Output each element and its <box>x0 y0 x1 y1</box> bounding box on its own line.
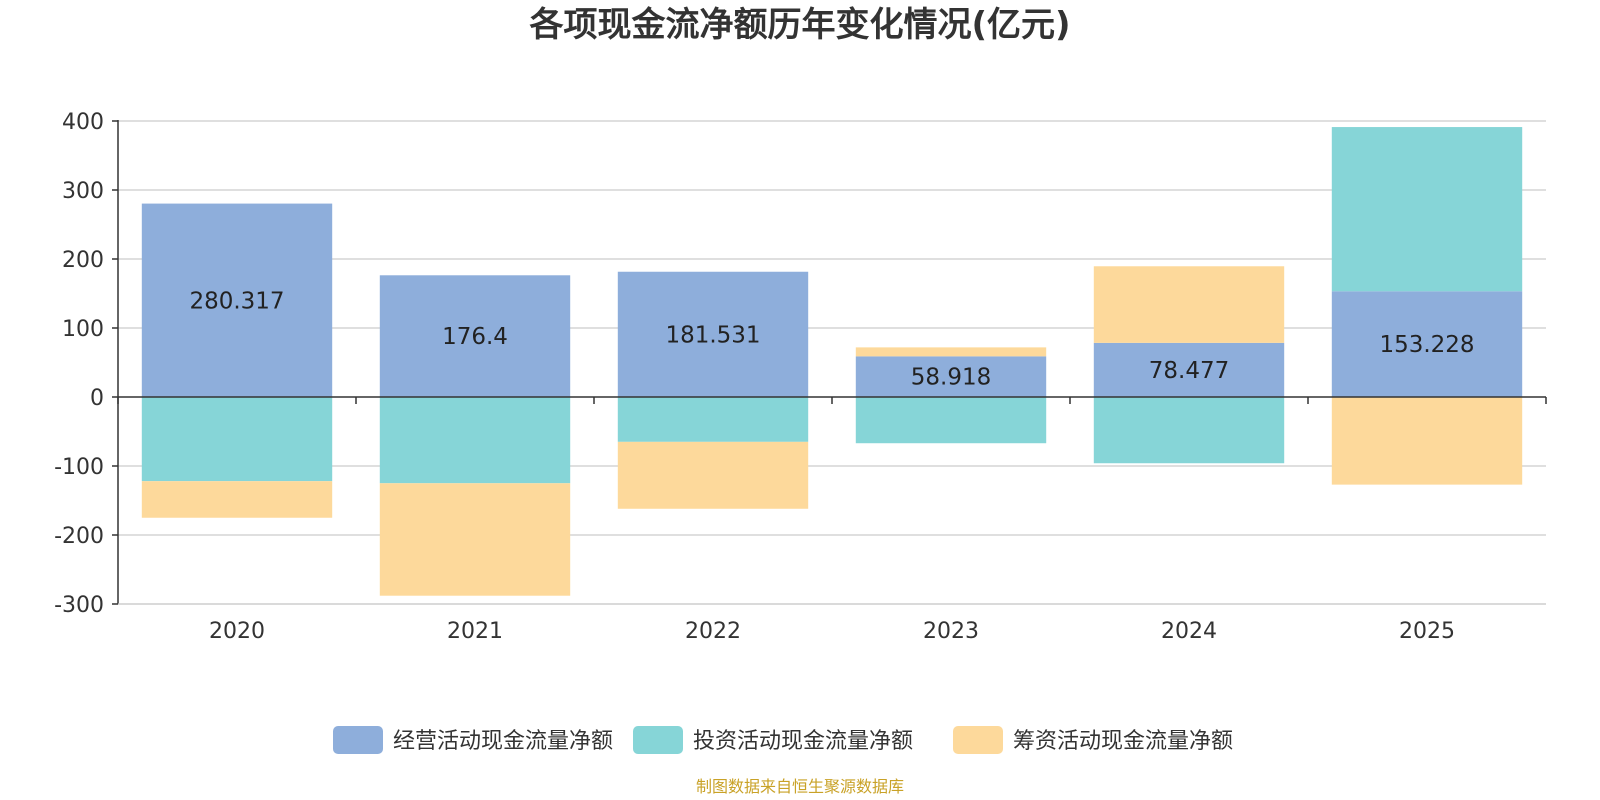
legend-label: 筹资活动现金流量净额 <box>1013 729 1233 754</box>
x-tick-label: 2023 <box>923 619 979 644</box>
y-axis: 400 300 200 100 0 -100 -200 -300 <box>54 110 119 618</box>
legend-swatch <box>953 726 1003 754</box>
bar-segment <box>141 481 333 518</box>
bar-segment <box>379 275 571 397</box>
bar-segment <box>1093 266 1285 343</box>
legend-swatch <box>333 726 383 754</box>
data-label: 176.4 <box>442 324 508 350</box>
bar-segment <box>855 347 1047 357</box>
data-labels: 280.317 176.4 181.531 58.918 78.477 153.228 <box>189 288 1474 390</box>
x-axis: 2020 2021 2022 2023 2024 2025 <box>117 396 1547 644</box>
bar-segment <box>617 441 809 509</box>
y-tick-label: 0 <box>90 386 104 411</box>
y-tick-label: 400 <box>62 110 104 135</box>
bar-segment <box>855 397 1047 444</box>
bar-segment <box>617 271 809 397</box>
bar-segment <box>855 356 1047 397</box>
bars <box>141 127 1523 596</box>
legend-swatch <box>633 726 683 754</box>
data-label: 153.228 <box>1379 332 1474 358</box>
bar-segment <box>1331 291 1523 397</box>
y-tick-label: -300 <box>54 593 104 618</box>
bar-segment <box>617 397 809 442</box>
y-tick-label: 200 <box>62 248 104 273</box>
data-label: 58.918 <box>911 365 991 391</box>
y-tick-label: 300 <box>62 179 104 204</box>
bar-segment <box>141 397 333 482</box>
bar-segment <box>1331 397 1523 485</box>
data-label: 78.477 <box>1149 358 1229 384</box>
x-tick-label: 2024 <box>1161 619 1217 644</box>
source-note: 制图数据来自恒生聚源数据库 <box>696 777 904 796</box>
legend: 经营活动现金流量净额 投资活动现金流量净额 筹资活动现金流量净额 <box>333 726 1233 754</box>
bar-segment <box>1093 397 1285 464</box>
y-tick-label: 100 <box>62 317 104 342</box>
y-tick-label: -100 <box>54 455 104 480</box>
bar-segment <box>379 397 571 484</box>
data-label: 181.531 <box>665 322 760 348</box>
x-tick-label: 2021 <box>447 619 503 644</box>
data-label: 280.317 <box>189 288 284 314</box>
x-tick-label: 2025 <box>1399 619 1455 644</box>
legend-label: 投资活动现金流量净额 <box>693 729 913 754</box>
bar-segment <box>141 203 333 397</box>
x-tick-label: 2022 <box>685 619 741 644</box>
x-tick-label: 2020 <box>209 619 265 644</box>
bar-segment <box>1331 127 1523 292</box>
bar-segment <box>1093 342 1285 397</box>
bar-segment <box>379 483 571 596</box>
chart-title: 各项现金流净额历年变化情况(亿元) <box>529 5 1070 45</box>
legend-label: 经营活动现金流量净额 <box>393 729 613 754</box>
y-tick-label: -200 <box>54 524 104 549</box>
